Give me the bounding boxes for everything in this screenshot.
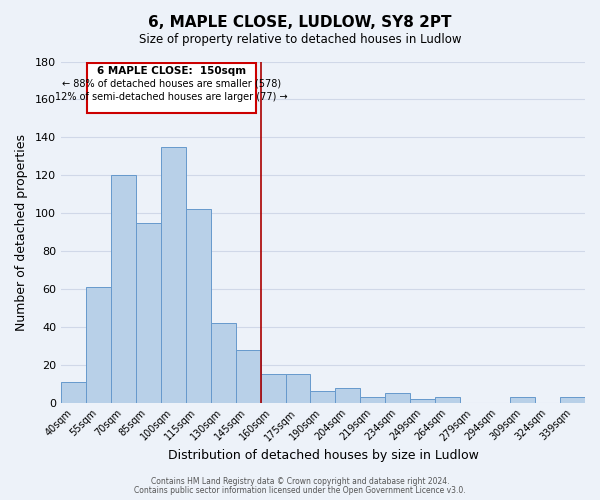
Bar [410, 399, 435, 403]
Text: Contains HM Land Registry data © Crown copyright and database right 2024.: Contains HM Land Registry data © Crown c… [151, 477, 449, 486]
Bar [560, 397, 585, 403]
Bar [86, 287, 111, 403]
Bar [335, 388, 361, 403]
Bar [361, 397, 385, 403]
Bar [510, 397, 535, 403]
Bar [87, 64, 256, 112]
X-axis label: Distribution of detached houses by size in Ludlow: Distribution of detached houses by size … [167, 450, 478, 462]
Bar [136, 222, 161, 403]
Text: 12% of semi-detached houses are larger (77) →: 12% of semi-detached houses are larger (… [55, 92, 287, 102]
Bar [161, 147, 186, 403]
Text: Size of property relative to detached houses in Ludlow: Size of property relative to detached ho… [139, 32, 461, 46]
Bar [435, 397, 460, 403]
Bar [61, 382, 86, 403]
Bar [236, 350, 260, 403]
Text: 6 MAPLE CLOSE:  150sqm: 6 MAPLE CLOSE: 150sqm [97, 66, 246, 76]
Bar [310, 392, 335, 403]
Bar [385, 394, 410, 403]
Bar [186, 210, 211, 403]
Bar [211, 323, 236, 403]
Bar [260, 374, 286, 403]
Text: Contains public sector information licensed under the Open Government Licence v3: Contains public sector information licen… [134, 486, 466, 495]
Text: ← 88% of detached houses are smaller (578): ← 88% of detached houses are smaller (57… [62, 78, 281, 88]
Bar [286, 374, 310, 403]
Text: 6, MAPLE CLOSE, LUDLOW, SY8 2PT: 6, MAPLE CLOSE, LUDLOW, SY8 2PT [148, 15, 452, 30]
Bar [111, 176, 136, 403]
Y-axis label: Number of detached properties: Number of detached properties [15, 134, 28, 330]
